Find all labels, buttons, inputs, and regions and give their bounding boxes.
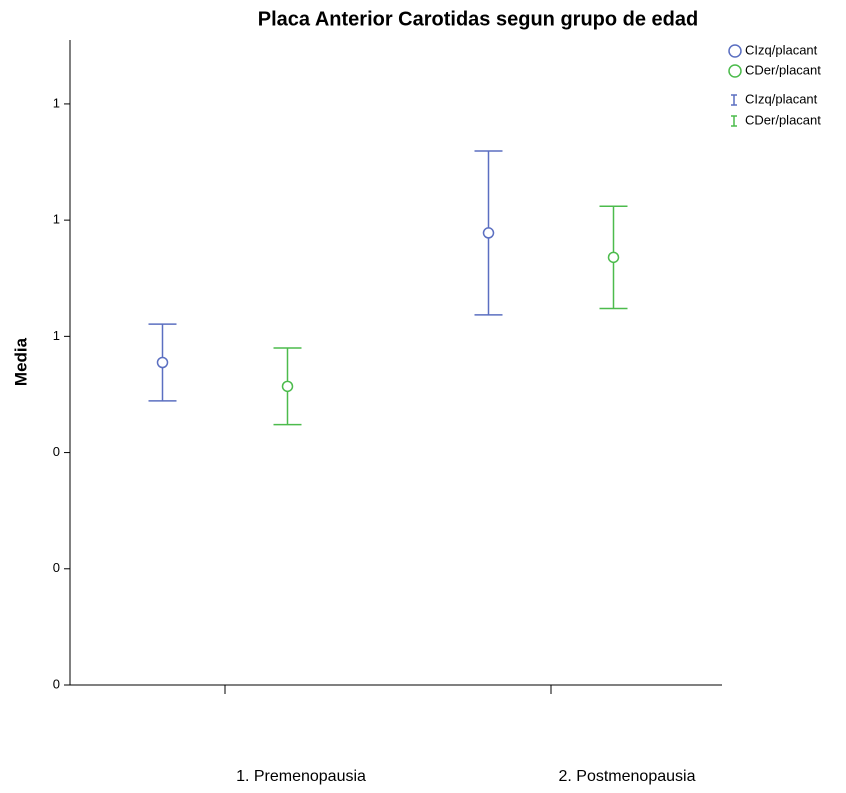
x-tick-label: 1. Premenopausia [236,768,366,785]
x-tick-label: 2. Postmenopausia [559,768,696,785]
mean-marker [607,251,620,264]
chart-title: Placa Anterior Carotidas segun grupo de … [258,8,698,30]
y-tick-label: 0 [53,560,60,575]
y-tick-label: 1 [53,212,60,227]
legend-errorbar [731,115,737,127]
legend-errorbar [731,94,737,106]
legend-label: CIzq/placant [745,91,818,106]
y-tick-label: 1 [53,95,60,110]
mean-marker [156,356,169,369]
y-tick-label: 0 [53,676,60,691]
legend-label: CDer/placant [745,62,821,77]
y-axis-label: Media [11,337,30,386]
y-tick-label: 1 [53,328,60,343]
legend-marker [728,64,742,78]
y-tick-label: 0 [53,444,60,459]
legend-marker [728,44,742,58]
legend-label: CIzq/placant [745,42,818,57]
mean-marker [281,380,294,393]
legend-label: CDer/placant [745,112,821,127]
mean-marker [482,227,495,239]
